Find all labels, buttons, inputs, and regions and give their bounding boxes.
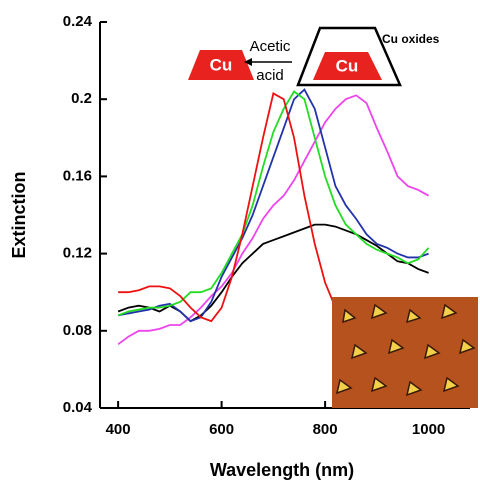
y-tick-label: 0.24 [63,13,93,30]
x-tick-label: 800 [313,421,338,438]
label-cu-left: Cu [210,55,233,74]
label-acid: acid [256,67,284,84]
label-cu-oxides: Cu oxides [382,32,440,46]
y-axis-label: Extinction [9,171,29,258]
y-tick-label: 0.16 [63,167,92,184]
x-tick-label: 400 [106,421,131,438]
y-tick-label: 0.2 [71,90,92,107]
label-cu-right: Cu [336,56,359,75]
series-line [117,88,429,323]
schematic: Cu Acetic acid Cu Cu oxides [188,26,440,87]
series-line [117,90,430,317]
x-tick-label: 1000 [412,421,445,438]
series-line [117,94,430,346]
y-tick-label: 0.08 [63,322,92,339]
afm-inset [332,297,478,408]
plot: 0.04 0.08 0.12 0.16 0.2 0.24 400 600 800 1000 [63,13,470,438]
label-acetic: Acetic [250,38,291,55]
x-tick-label: 600 [209,421,234,438]
y-tick-label: 0.12 [63,245,92,262]
x-axis-label: Wavelength (nm) [210,460,354,480]
y-tick-label: 0.04 [63,399,93,416]
